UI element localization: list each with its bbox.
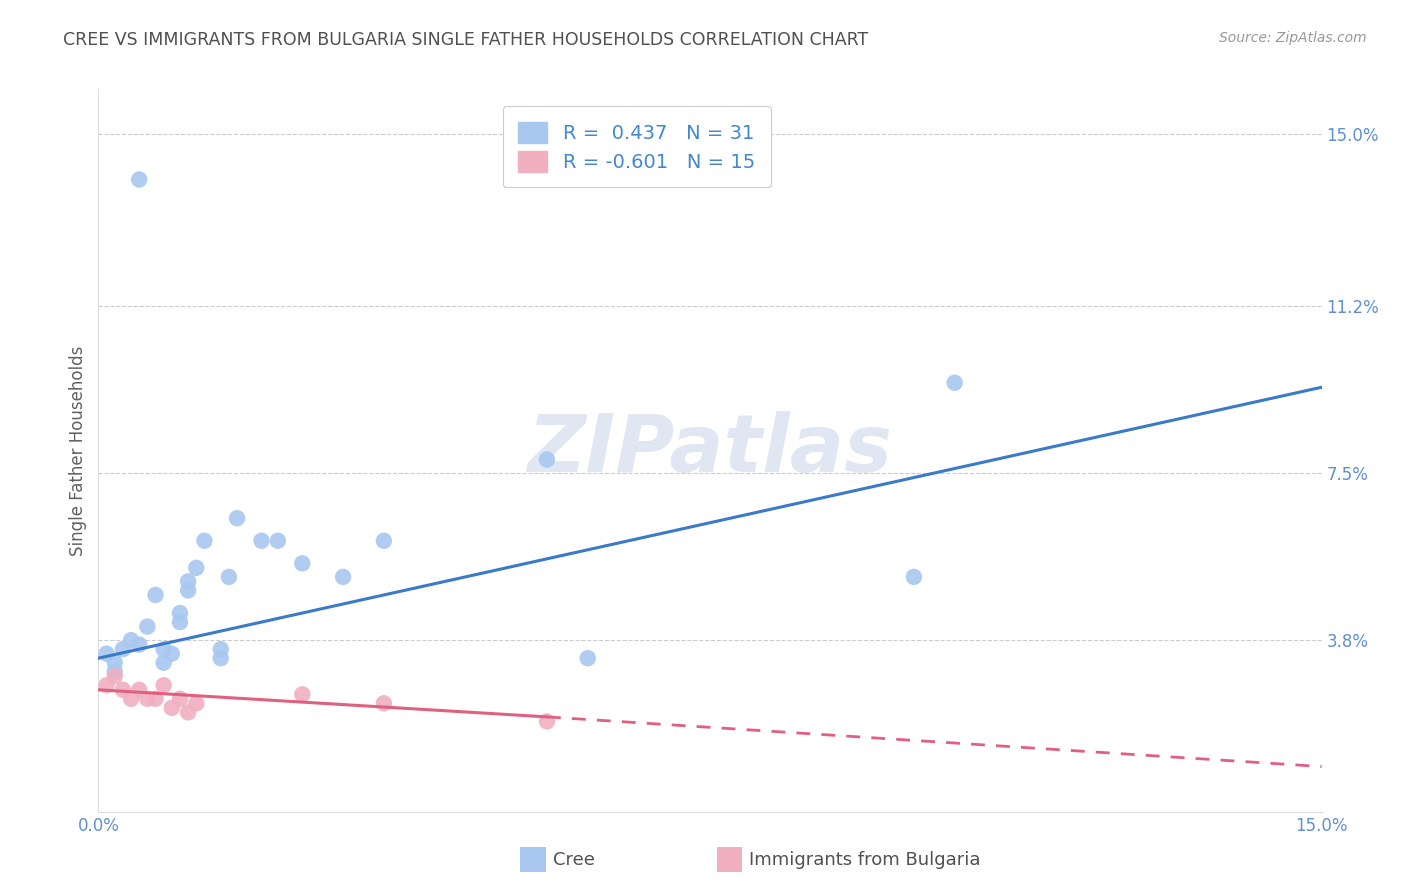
Point <box>111 642 134 657</box>
Text: Immigrants from Bulgaria: Immigrants from Bulgaria <box>749 851 981 869</box>
Point <box>145 691 167 706</box>
Point <box>250 533 273 548</box>
Point <box>169 691 191 706</box>
Text: CREE VS IMMIGRANTS FROM BULGARIA SINGLE FATHER HOUSEHOLDS CORRELATION CHART: CREE VS IMMIGRANTS FROM BULGARIA SINGLE … <box>63 31 869 49</box>
Text: ZIPatlas: ZIPatlas <box>527 411 893 490</box>
Point <box>169 615 191 629</box>
Point <box>536 452 558 467</box>
Point <box>291 557 314 571</box>
Point <box>160 647 183 661</box>
Point <box>152 642 174 657</box>
Point <box>209 642 232 657</box>
Point <box>128 682 150 697</box>
Point <box>177 574 200 589</box>
Point <box>209 651 232 665</box>
Point <box>104 656 127 670</box>
Text: Cree: Cree <box>553 851 595 869</box>
Point <box>226 511 249 525</box>
Point <box>152 656 174 670</box>
Point <box>136 619 159 633</box>
Point <box>373 696 395 710</box>
Point <box>332 570 354 584</box>
Point <box>104 665 127 679</box>
Point <box>536 714 558 729</box>
Point <box>160 701 183 715</box>
Legend: R =  0.437   N = 31, R = -0.601   N = 15: R = 0.437 N = 31, R = -0.601 N = 15 <box>502 106 770 187</box>
Point <box>128 638 150 652</box>
Point <box>943 376 966 390</box>
Point <box>186 696 208 710</box>
Point <box>169 606 191 620</box>
Point <box>218 570 240 584</box>
Point <box>104 669 127 683</box>
Point <box>152 678 174 692</box>
Point <box>96 647 118 661</box>
Point <box>373 533 395 548</box>
Point <box>186 561 208 575</box>
Point <box>120 633 142 648</box>
Point <box>111 682 134 697</box>
Text: Source: ZipAtlas.com: Source: ZipAtlas.com <box>1219 31 1367 45</box>
Point <box>177 706 200 720</box>
Point <box>576 651 599 665</box>
Point <box>96 678 118 692</box>
Point <box>903 570 925 584</box>
Point <box>267 533 290 548</box>
Point <box>193 533 215 548</box>
Point <box>128 172 150 186</box>
Y-axis label: Single Father Households: Single Father Households <box>69 345 87 556</box>
Point <box>291 687 314 701</box>
Point <box>136 691 159 706</box>
Point <box>145 588 167 602</box>
Point <box>120 691 142 706</box>
Point <box>177 583 200 598</box>
